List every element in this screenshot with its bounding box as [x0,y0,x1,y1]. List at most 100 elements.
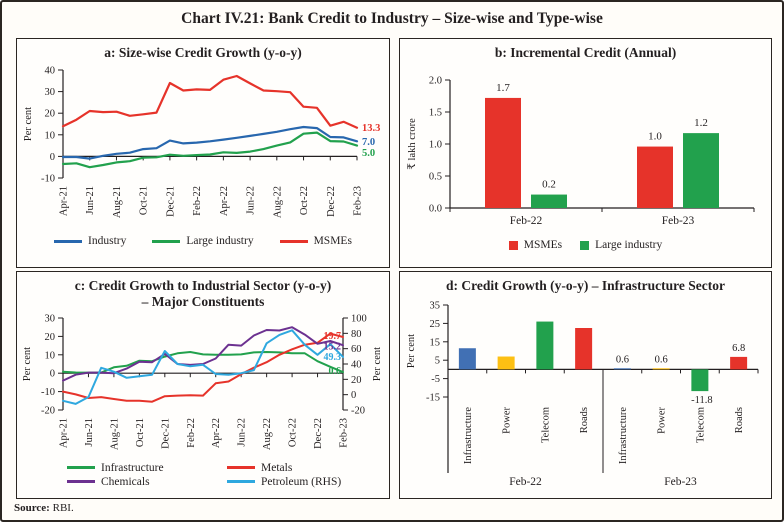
legend-label: Large industry [186,235,254,248]
line-msmes [61,75,359,130]
svg-text:20: 20 [45,332,56,343]
svg-text:Dec-22: Dec-22 [326,186,337,217]
legend-item-metals: Metals [227,462,341,474]
svg-text:Jun-22: Jun-22 [237,418,248,447]
svg-text:Oct-21: Oct-21 [139,186,150,215]
svg-text:Roads: Roads [734,407,745,433]
legend-item-infrastructure: Infrastructure [67,462,217,474]
svg-text:Feb-23: Feb-23 [353,186,364,216]
panel-a-legend: Industry Large industry MSMEs [54,235,352,247]
svg-text:Aug-22: Aug-22 [262,418,273,450]
svg-text:Oct-22: Oct-22 [288,418,299,447]
svg-text:Infrastructure: Infrastructure [617,407,628,464]
svg-text:Apr-21: Apr-21 [59,418,70,448]
bar-value-label: 6.8 [732,343,745,354]
bar-msmes-feb-23 [636,147,673,209]
svg-text:-10: -10 [41,174,55,185]
svg-text:Feb-22: Feb-22 [186,418,197,448]
bar-value-label: 0.6 [654,355,667,366]
legend-label: Large industry [595,239,663,252]
legend-line-swatch [227,480,255,484]
svg-text:-5: -5 [431,375,440,386]
y-axis-title: ₹ lakh crore [407,118,418,170]
bar-power-feb-22 [497,356,515,370]
right-y-axis-title: Per cent [372,347,383,381]
svg-text:Oct-21: Oct-21 [135,418,146,447]
svg-text:25: 25 [429,319,440,330]
legend-line-swatch [152,239,181,243]
svg-text:0.5: 0.5 [428,172,441,183]
line-large-industry [61,131,359,169]
bar-value-label: 0.2 [542,179,556,191]
svg-text:30: 30 [45,88,56,99]
bar-power-feb-23 [652,368,670,370]
legend-item-chemicals: Chemicals [67,476,217,488]
panel-c-title-line2: – Major Constituents [141,294,265,310]
bar-value-label: 1.7 [496,82,510,94]
svg-text:0: 0 [351,390,356,401]
y-axis-title: Per cent [406,334,417,368]
end-label-infrastructure: 0.6 [329,366,342,377]
bar-value-label: 1.2 [694,118,708,130]
legend-label: MSMEs [523,239,563,252]
category-label: Feb-22 [509,215,542,227]
panel-d-infrastructure-sector-growth: d: Credit Growth (y-o-y) – Infrastructur… [399,271,772,499]
legend-label: Industry [88,235,127,248]
svg-text:Oct-22: Oct-22 [299,186,310,215]
legend-label: Infrastructure [101,461,164,474]
panel-c-title-line1: c: Credit Growth to Industrial Sector (y… [74,278,332,293]
svg-text:Feb-23: Feb-23 [339,418,350,448]
legend-label: Chemicals [101,475,150,488]
svg-text:Telecom: Telecom [695,407,706,443]
bar-roads-feb-23 [729,357,747,370]
panel-b-legend: MSMEs Large industry [508,239,662,252]
legend-square-swatch [508,240,518,250]
svg-text:40: 40 [351,359,362,370]
svg-text:-10: -10 [41,387,55,398]
legend-item-large-industry: Large industry [580,239,662,251]
svg-text:Apr-22: Apr-22 [219,186,230,216]
panel-b-title: b: Incremental Credit (Annual) [494,45,677,60]
bar-value-label: 0.6 [615,355,628,366]
legend-item-petroleum-rhs: Petroleum (RHS) [227,476,341,488]
figure-title: Chart IV.21: Bank Credit to Industry – S… [181,10,603,27]
line-infrastructure [62,350,344,374]
svg-text:Dec-21: Dec-21 [165,186,176,217]
end-label-petroleum-rhs: 49.3 [324,352,342,363]
end-label-metals: 19.7 [324,331,342,342]
panel-b-bar-chart: 2.0 1.5 1.0 0.5 0.0 ₹ lakh crore 1.7 0.2 Feb-22 1… [407,76,754,227]
legend-item-large-industry: Large industry [152,235,254,248]
bar-telecom-feb-22 [535,322,553,370]
legend-square-swatch [580,240,590,250]
svg-text:10: 10 [45,350,56,361]
line-industry [61,126,359,161]
svg-text:0: 0 [50,152,55,163]
svg-text:Apr-22: Apr-22 [211,418,222,448]
end-label-chemicals: 15.2 [324,341,342,352]
legend-line-swatch [67,480,95,484]
svg-text:35: 35 [429,301,440,312]
svg-text:20: 20 [45,109,56,120]
panel-a-size-wise-credit-growth: a: Size-wise Credit Growth (y-o-y) 40 30 2… [16,38,390,268]
svg-text:Power: Power [656,407,667,434]
category-label: Feb-23 [661,215,694,227]
svg-text:100: 100 [351,313,367,324]
bar-large-industry-feb-23 [682,133,719,209]
svg-text:Roads: Roads [579,407,590,433]
panel-b-incremental-credit: b: Incremental Credit (Annual) 2.0 1.5 1.0… [399,38,772,268]
svg-text:80: 80 [351,329,362,340]
svg-text:Jun-21: Jun-21 [85,186,96,215]
svg-text:1.0: 1.0 [428,140,441,151]
svg-text:2.0: 2.0 [428,76,441,87]
panel-c-legend: Infrastructure Metals Chemicals Petroleum (… [17,462,341,488]
legend-line-swatch [227,466,255,470]
group-label: Feb-22 [509,476,542,488]
svg-text:Apr-21: Apr-21 [59,186,70,216]
svg-text:5: 5 [434,356,439,367]
legend-line-swatch [54,239,83,243]
bar-infrastructure-feb-23 [613,368,631,370]
y-axis-title: Per cent [23,107,34,141]
source-label: Source: [14,502,50,514]
svg-text:10: 10 [45,131,56,142]
